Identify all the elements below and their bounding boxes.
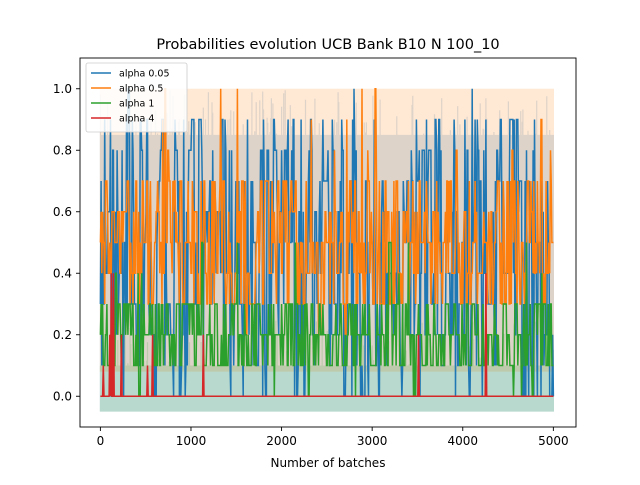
series-line-0: [99, 88, 555, 398]
x-tick-label: 2000: [266, 434, 297, 448]
legend-box: [85, 62, 188, 133]
series-lines: [99, 88, 555, 398]
plot-frame: [79, 57, 577, 428]
y-tick-label: 0.6: [53, 205, 72, 219]
legend-label: alpha 0.05: [119, 69, 170, 80]
x-axis-label: Number of batches: [271, 456, 386, 470]
x-tick-label: 4000: [447, 434, 478, 448]
x-tick-label: 0: [97, 434, 105, 448]
series-line-1: [99, 88, 554, 336]
x-tick-label: 3000: [357, 434, 388, 448]
x-tick-label: 1000: [176, 434, 207, 448]
x-axis-ticks: 0 1000 2000 3000 4000 5000: [97, 427, 569, 448]
y-tick-label: 1.0: [53, 82, 72, 96]
y-tick-label: 0.2: [53, 328, 72, 342]
legend-label: alpha 4: [119, 114, 154, 125]
series-line-3: [100, 273, 554, 398]
legend-label: alpha 0.5: [119, 84, 163, 95]
series-line-2: [99, 241, 554, 398]
y-axis-ticks: 0.0 0.2 0.4 0.6 0.8 1.0: [53, 82, 80, 403]
chart-title: Probabilities evolution UCB Bank B10 N 1…: [156, 37, 499, 53]
legend: alpha 0.05 alpha 0.5 alpha 1 alpha 4: [85, 62, 188, 133]
y-tick-label: 0.0: [53, 389, 72, 403]
x-tick-label: 5000: [538, 434, 569, 448]
y-tick-label: 0.8: [53, 143, 72, 157]
y-tick-label: 0.4: [53, 266, 72, 280]
legend-label: alpha 1: [119, 99, 154, 110]
